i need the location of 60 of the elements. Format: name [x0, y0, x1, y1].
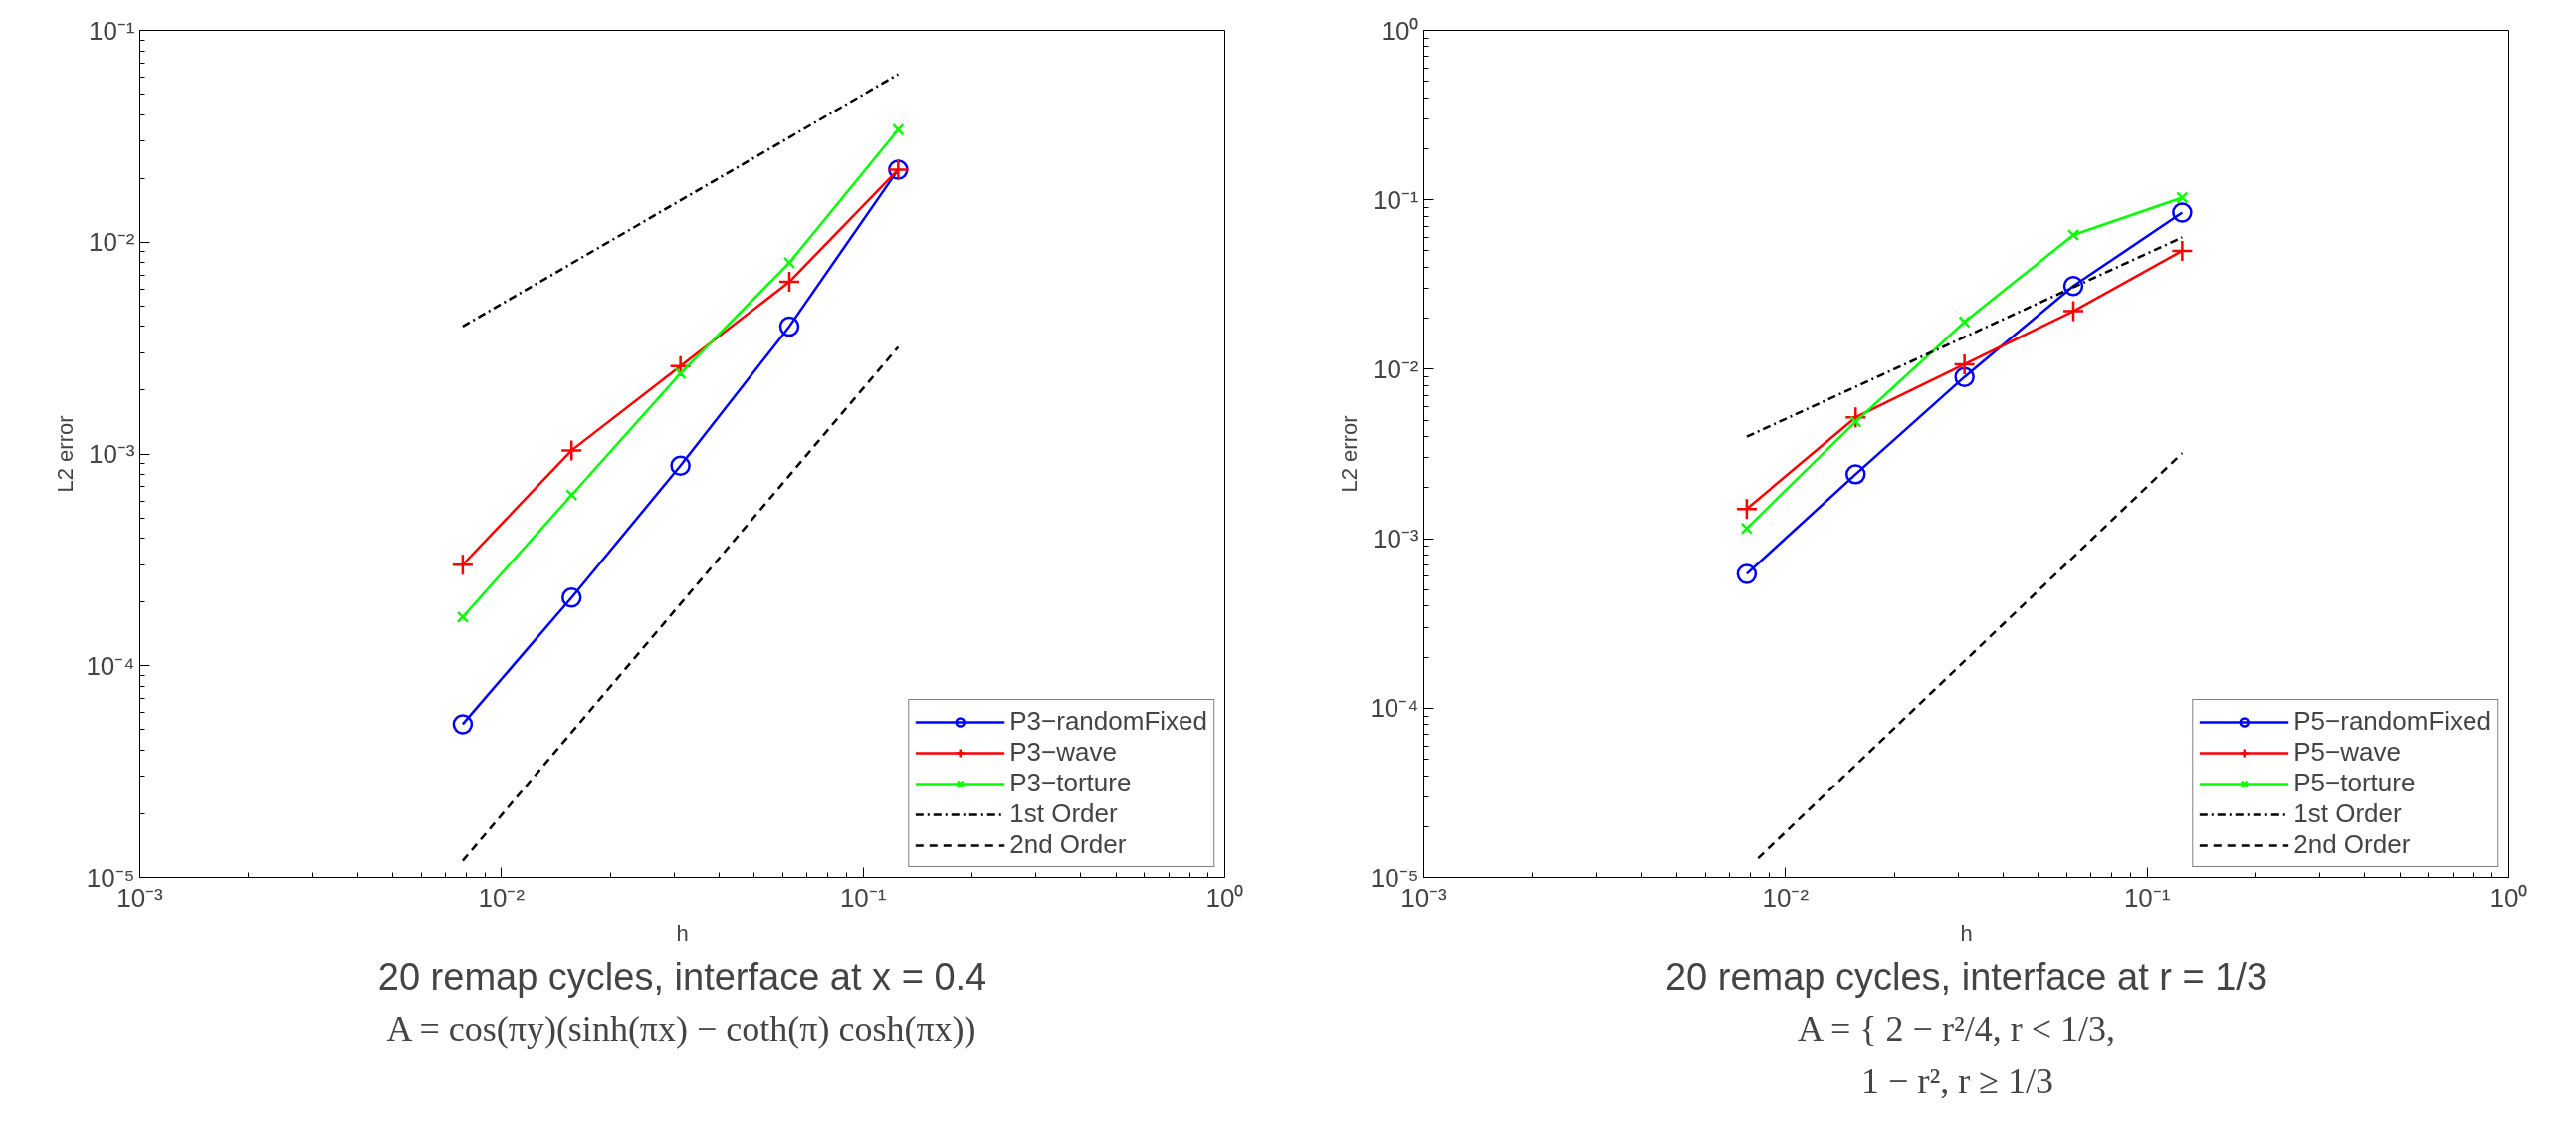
point	[782, 256, 796, 270]
y-tick-label: 10⁻⁴	[1370, 693, 1419, 724]
legend-label: 2nd Order	[2293, 829, 2411, 860]
point	[561, 586, 582, 608]
x-axis-title: h	[676, 920, 689, 946]
point	[1958, 316, 1971, 329]
y-tick-label: 10⁻²	[1372, 353, 1419, 384]
x-tick-label: 10⁰	[2489, 882, 2528, 913]
point	[2171, 239, 2194, 263]
point	[670, 455, 691, 477]
point	[1954, 366, 1975, 387]
point	[778, 316, 800, 337]
point	[2176, 191, 2189, 204]
x-tick-label: 10⁻²	[1762, 882, 1810, 913]
legend-label: 2nd Order	[1009, 829, 1127, 860]
point	[451, 553, 475, 576]
text: A = cos(πy)(sinh(πx) − coth(π) cosh(πx))	[386, 1009, 976, 1049]
y-tick-label: 10⁻³	[1372, 524, 1419, 555]
point	[777, 270, 801, 294]
legend-label: P3−torture	[1009, 768, 1132, 798]
text: A = { 2 − r²/4, r < 1/3,	[1798, 1009, 2115, 1049]
x-tick-label: 10⁻¹	[839, 882, 887, 913]
legend-label: 1st Order	[1009, 798, 1118, 829]
point	[2061, 300, 2085, 323]
x-tick-label: 10⁰	[1205, 882, 1244, 913]
text: 20 remap cycles, interface at x = 0.4	[377, 955, 987, 998]
y-tick-label: 10⁰	[1381, 15, 1419, 46]
point	[1735, 497, 1759, 521]
y-tick-label: 10⁻⁴	[86, 650, 135, 681]
legend-label: P5−wave	[2293, 737, 2401, 768]
text: 1 − r², r ≥ 1/3	[1861, 1060, 2053, 1101]
y-tick-label: 10⁻¹	[1372, 184, 1419, 215]
point	[674, 366, 687, 380]
y-tick-label: 10⁻³	[88, 439, 135, 469]
point	[565, 489, 578, 502]
point	[452, 714, 474, 735]
point	[1953, 352, 1976, 376]
point	[1740, 522, 1754, 535]
legend-label: P5−torture	[2293, 768, 2416, 798]
legend-label: P5−randomFixed	[2293, 706, 2491, 737]
text: 20 remap cycles, interface at r = 1/3	[1664, 955, 2268, 998]
x-axis-title: h	[1960, 920, 1973, 946]
legend-label: P3−randomFixed	[1009, 706, 1207, 737]
point	[2066, 228, 2080, 242]
x-tick-label: 10⁻¹	[2123, 882, 2171, 913]
point	[1736, 563, 1758, 584]
y-tick-label: 10⁻¹	[88, 15, 135, 46]
point	[2172, 202, 2193, 223]
y-axis-title: L2 error	[53, 415, 79, 493]
point	[1845, 464, 1866, 485]
y-tick-label: 10⁻²	[88, 227, 135, 258]
x-tick-label: 10⁻²	[478, 882, 526, 913]
point	[456, 610, 470, 623]
legend-label: P3−wave	[1009, 737, 1117, 768]
legend-label: 1st Order	[2293, 798, 2402, 829]
point	[560, 439, 583, 462]
point	[1849, 415, 1862, 428]
point	[892, 122, 905, 136]
y-axis-title: L2 error	[1337, 415, 1363, 493]
point	[2062, 276, 2084, 297]
